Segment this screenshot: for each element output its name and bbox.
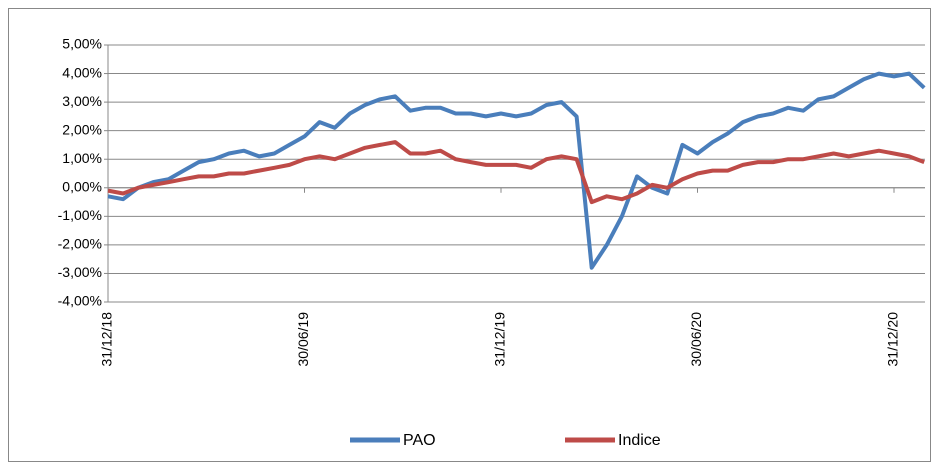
y-tick-label: 2,00% [62,121,102,137]
y-tick-label: -3,00% [58,264,102,280]
x-tick-label: 31/12/18 [99,312,115,367]
legend-label: PAO [403,432,436,449]
x-tick-label: 31/12/20 [885,312,901,367]
chart-border [8,8,931,462]
y-tick-label: 1,00% [62,150,102,166]
x-tick-label: 30/06/20 [688,312,704,367]
y-tick-label: -1,00% [58,207,102,223]
y-tick-label: 3,00% [62,93,102,109]
y-tick-label: 5,00% [62,36,102,52]
y-tick-label: -2,00% [58,236,102,252]
y-tick-label: 4,00% [62,64,102,80]
y-tick-label: 0,00% [62,178,102,194]
x-tick-label: 31/12/19 [492,312,508,367]
y-tick-label: -4,00% [58,293,102,309]
legend-label: Indice [618,432,661,449]
data-line [107,140,925,205]
data-line [107,71,926,270]
x-tick-label: 30/06/19 [295,312,311,367]
